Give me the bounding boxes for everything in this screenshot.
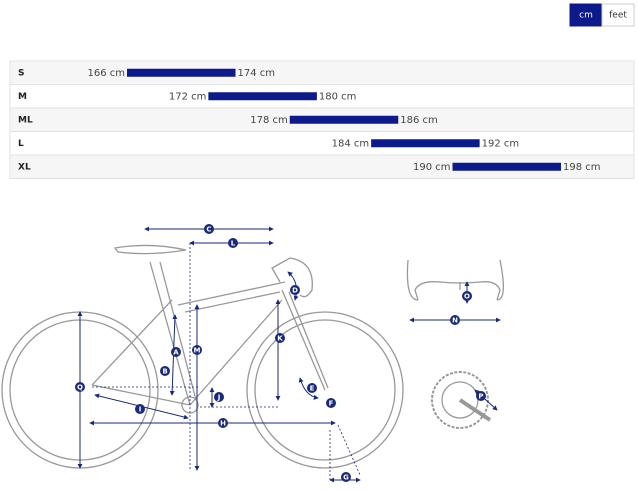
- size-name: XL: [18, 162, 31, 172]
- size-range-bar: [289, 115, 399, 124]
- dimension-label: H: [220, 420, 226, 428]
- dimension-label: K: [277, 335, 283, 343]
- dimension-label: B: [162, 368, 167, 376]
- wheel: [246, 311, 404, 469]
- label-badge: [290, 285, 300, 295]
- dimension-label: E: [310, 385, 315, 393]
- dimension-label: O: [464, 293, 470, 301]
- bike-outline: [288, 291, 329, 389]
- dimension-label: I: [139, 406, 142, 414]
- dimension-label: A: [173, 349, 179, 357]
- bike-outline: [177, 281, 286, 306]
- dimension-label: N: [452, 317, 458, 325]
- bike-outline: [159, 261, 197, 401]
- label-badge: [192, 345, 202, 355]
- size-name: L: [18, 139, 24, 149]
- wheel: [254, 319, 396, 461]
- label-badge: [228, 238, 238, 248]
- low-label: 166 cm: [87, 68, 125, 79]
- label-badge: [204, 224, 214, 234]
- low-label: 178 cm: [250, 115, 288, 126]
- size-range-bar: [452, 162, 561, 171]
- label-badge: [160, 366, 170, 376]
- label-badge: [341, 472, 351, 482]
- bike-outline: [189, 299, 283, 406]
- high-label: 198 cm: [563, 162, 601, 173]
- dimension-label: G: [343, 474, 349, 482]
- size-range-bar: [371, 139, 480, 148]
- bike-outline: [281, 289, 326, 391]
- dimension-label: Q: [77, 384, 83, 392]
- size-name: S: [18, 68, 24, 78]
- bike-outline: [184, 291, 281, 313]
- high-label: 174 cm: [238, 68, 276, 79]
- bike-outline: [406, 259, 504, 301]
- label-badge: [214, 392, 224, 402]
- size-row: [9, 154, 635, 179]
- toggle-bg: [601, 3, 635, 27]
- bike-outline: [113, 244, 187, 255]
- low-label: 190 cm: [413, 162, 451, 173]
- high-label: 192 cm: [482, 138, 520, 149]
- low-label: 172 cm: [169, 91, 207, 102]
- label-badge: [307, 383, 317, 393]
- label-badge: [75, 382, 85, 392]
- dimension-line: [337, 424, 361, 476]
- bike-outline: [271, 257, 313, 298]
- label-badge: [218, 418, 228, 428]
- dimension-label: M: [194, 347, 201, 355]
- toggle-label: cm: [579, 11, 593, 21]
- label-badge: [135, 404, 145, 414]
- label-badge: [462, 291, 472, 301]
- size-row: [9, 131, 635, 156]
- dimension-line: [298, 377, 319, 400]
- dimension-label: P: [478, 393, 483, 401]
- unit-toggle-button[interactable]: feet: [601, 3, 635, 27]
- label-badge: [476, 391, 486, 401]
- dimension-line: [287, 271, 299, 301]
- size-range-bar: [208, 92, 317, 101]
- size-name: ML: [18, 115, 33, 125]
- label-badge: [171, 347, 181, 357]
- bike-outline: [91, 384, 191, 406]
- low-label: 184 cm: [332, 138, 370, 149]
- toggle-label: feet: [609, 11, 627, 21]
- size-name: M: [18, 92, 27, 102]
- dimension-label: C: [206, 226, 211, 234]
- dimension-label: J: [217, 394, 221, 402]
- high-label: 186 cm: [400, 115, 438, 126]
- high-label: 180 cm: [319, 91, 357, 102]
- size-range-bar: [127, 68, 236, 77]
- bike-outline: [91, 299, 173, 386]
- bike-outline: [149, 261, 191, 406]
- label-badge: [275, 333, 285, 343]
- dimension-label: D: [292, 287, 298, 295]
- unit-toggle-button[interactable]: cm: [569, 3, 603, 27]
- label-badge: [450, 315, 460, 325]
- dimension-label: L: [231, 240, 236, 248]
- dimension-label: F: [329, 400, 334, 408]
- label-badge: [326, 398, 336, 408]
